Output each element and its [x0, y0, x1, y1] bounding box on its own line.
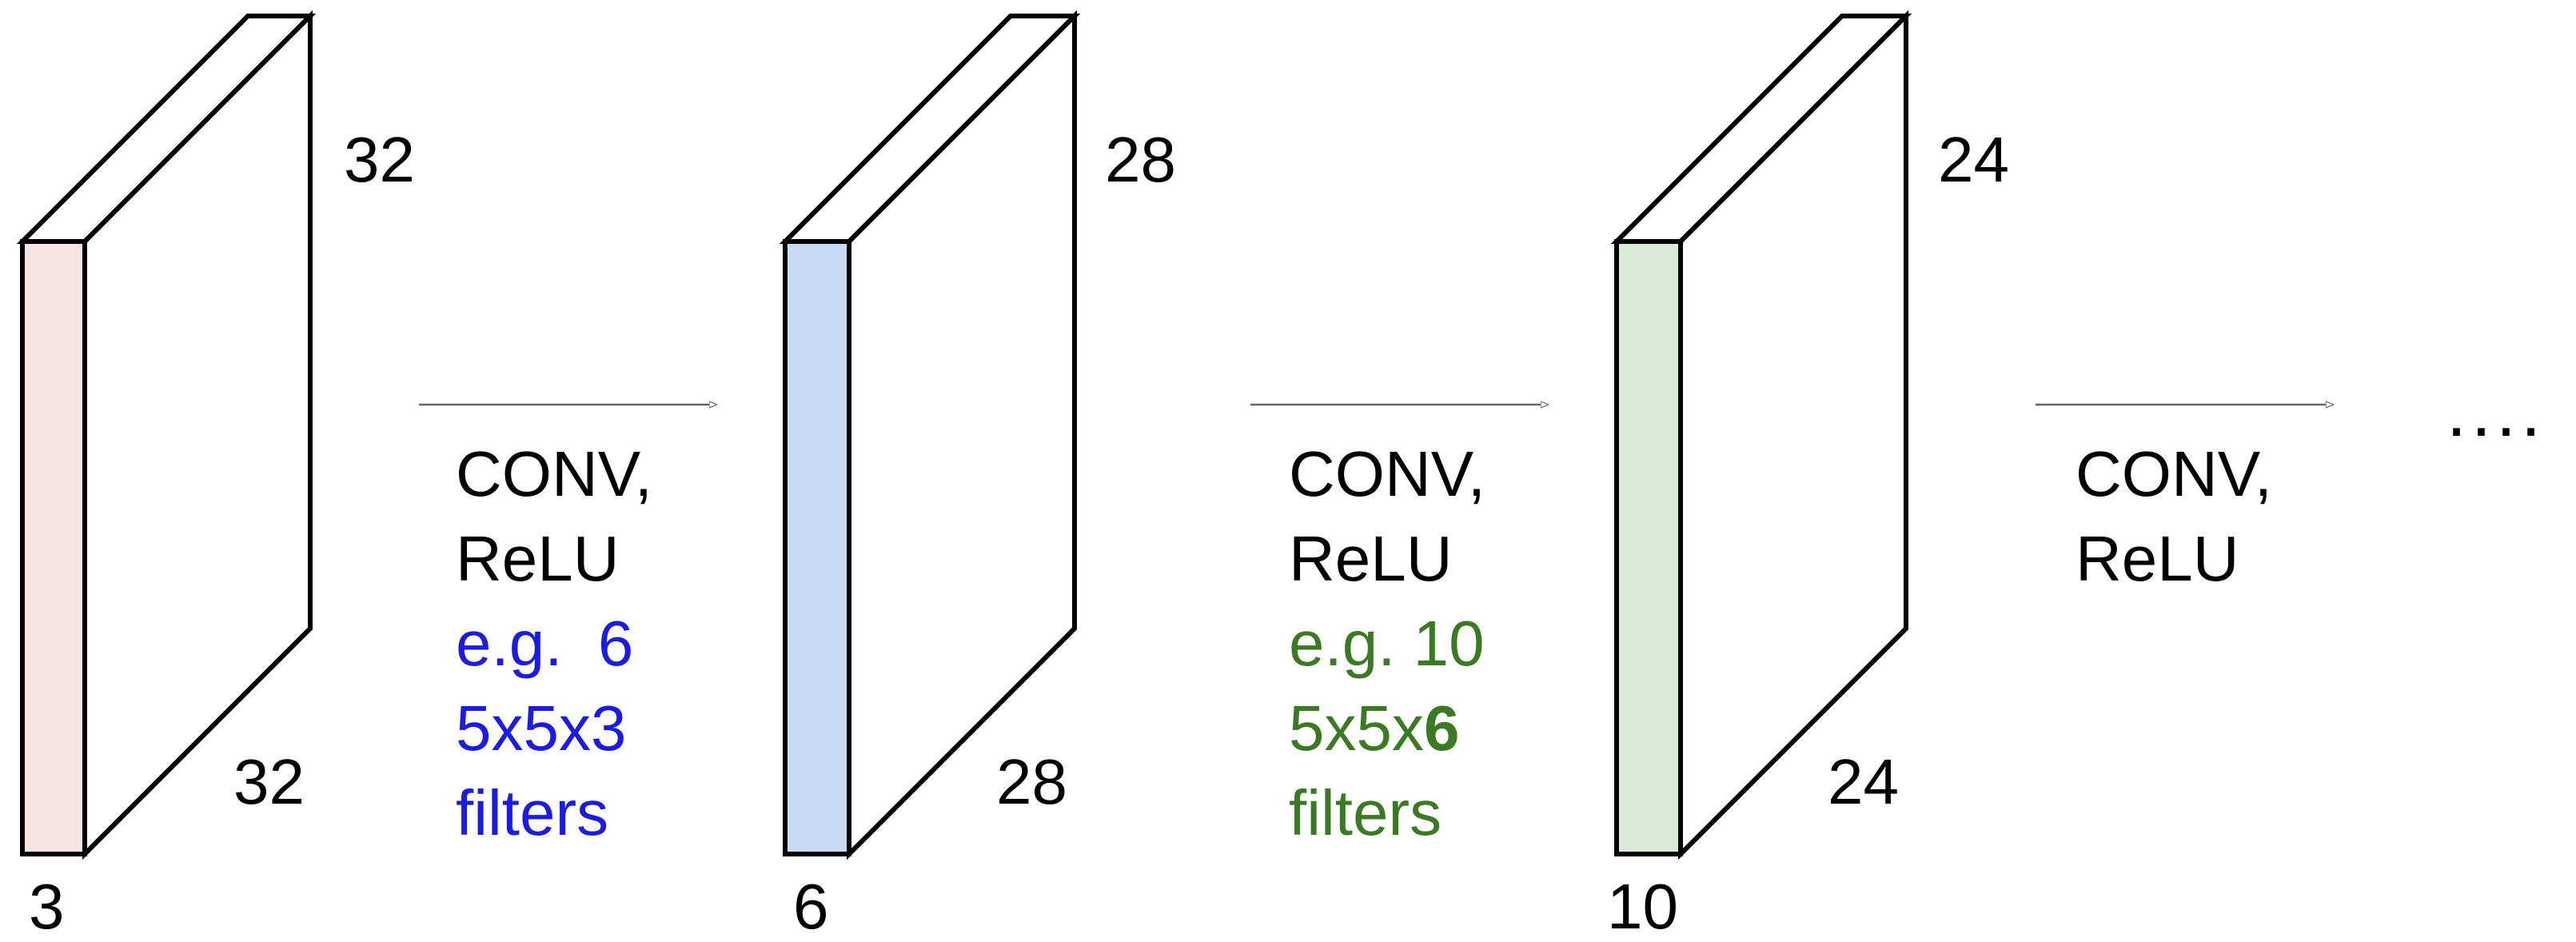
volume-2	[779, 10, 1081, 860]
stage-2-filter-count: e.g. 10	[1289, 608, 1485, 679]
stage-2-op-line1: CONV,	[1289, 438, 1486, 509]
volume-3-front-face	[1614, 239, 1683, 856]
stage-1-filter-size: 5x5x3	[456, 686, 652, 771]
stage-3-text: CONV, ReLU	[2076, 432, 2272, 601]
stage-1-filter-size-main: 5x5x3	[456, 693, 627, 764]
volume-1-front-face	[20, 239, 87, 856]
stage-3-op-line2: ReLU	[2076, 523, 2239, 594]
stage-3-op-line1: CONV,	[2076, 438, 2273, 509]
volume-2-side-face	[847, 10, 1077, 860]
stage-2-text: CONV, ReLU e.g. 10 5x5x6 filters	[1289, 432, 1485, 856]
stage-1-text: CONV, ReLU e.g. 6 5x5x3 filters	[456, 432, 652, 856]
stage-1-filter-word: filters	[456, 777, 609, 848]
volume-2-height-label: 28	[1105, 124, 1176, 195]
stage-2-op-line2: ReLU	[1289, 523, 1453, 594]
stage-2-filter-size: 5x5x6	[1289, 686, 1485, 771]
stage-2-filter-size-main: 5x5x	[1289, 693, 1424, 764]
volume-3-height-label: 24	[1938, 124, 2009, 195]
volume-2-depth-label: 6	[793, 871, 829, 942]
volume-2-front-face	[783, 239, 851, 856]
volume-3-width-label: 24	[1828, 746, 1899, 817]
stage-1-op-line1: CONV,	[456, 438, 653, 509]
volume-1-side-face	[82, 10, 313, 860]
volume-1-depth-label: 3	[29, 871, 65, 942]
volume-3	[1610, 10, 1912, 860]
volume-1	[16, 10, 317, 860]
volume-1-height-label: 32	[344, 124, 415, 195]
volume-1-width-label: 32	[233, 746, 305, 817]
volume-3-side-face	[1678, 10, 1908, 860]
stage-2-filter-word: filters	[1289, 777, 1442, 848]
stage-1-op-line2: ReLU	[456, 523, 620, 594]
volume-2-width-label: 28	[996, 746, 1067, 817]
stage-1-filter-count: e.g. 6	[456, 608, 634, 679]
volume-3-depth-label: 10	[1607, 871, 1678, 942]
ellipsis: ....	[2446, 372, 2546, 452]
stage-2-filter-size-depth: 6	[1423, 693, 1460, 764]
